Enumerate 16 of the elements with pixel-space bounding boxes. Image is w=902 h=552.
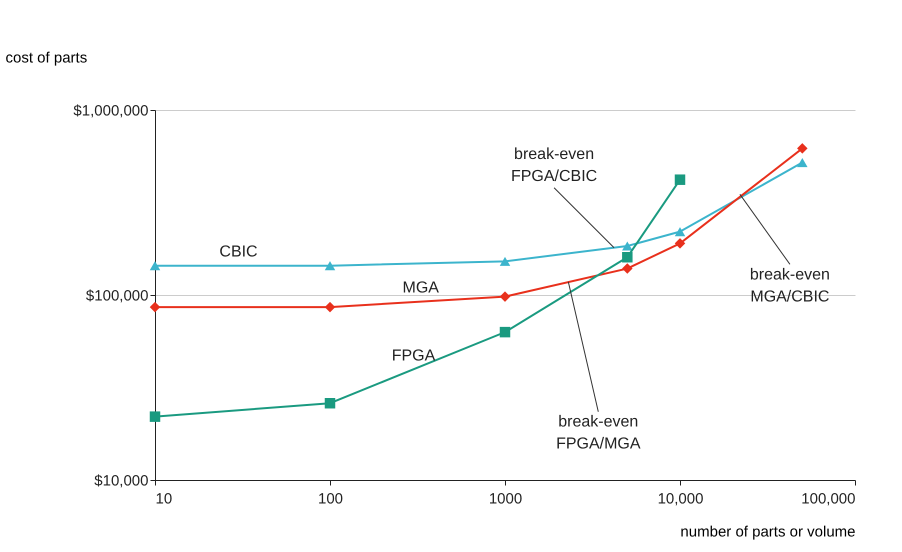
x-tick-label: 10 xyxy=(156,490,172,508)
series-label: FPGA xyxy=(392,347,436,364)
y-tick-label: $10,000 xyxy=(94,472,148,490)
x-tick-label: 100 xyxy=(318,490,344,508)
y-tick-label: $100,000 xyxy=(86,288,148,304)
x-tick-label: 1000 xyxy=(488,490,522,508)
annotation: break-even MGA/CBIC xyxy=(750,266,830,306)
x-tick-label: 100,000 xyxy=(801,490,856,508)
annotation: break-even FPGA/CBIC xyxy=(510,146,598,185)
series-label: MGA xyxy=(402,280,440,297)
series-label: CBIC xyxy=(219,244,258,261)
y-axis-title: cost of parts xyxy=(6,50,88,66)
y-tick-label: $1,000,000 xyxy=(73,102,148,120)
x-axis-title: number of parts or volume xyxy=(680,524,856,540)
annotation: break-even FPGA/MGA xyxy=(556,414,641,453)
x-tick-label: 10,000 xyxy=(658,490,704,508)
